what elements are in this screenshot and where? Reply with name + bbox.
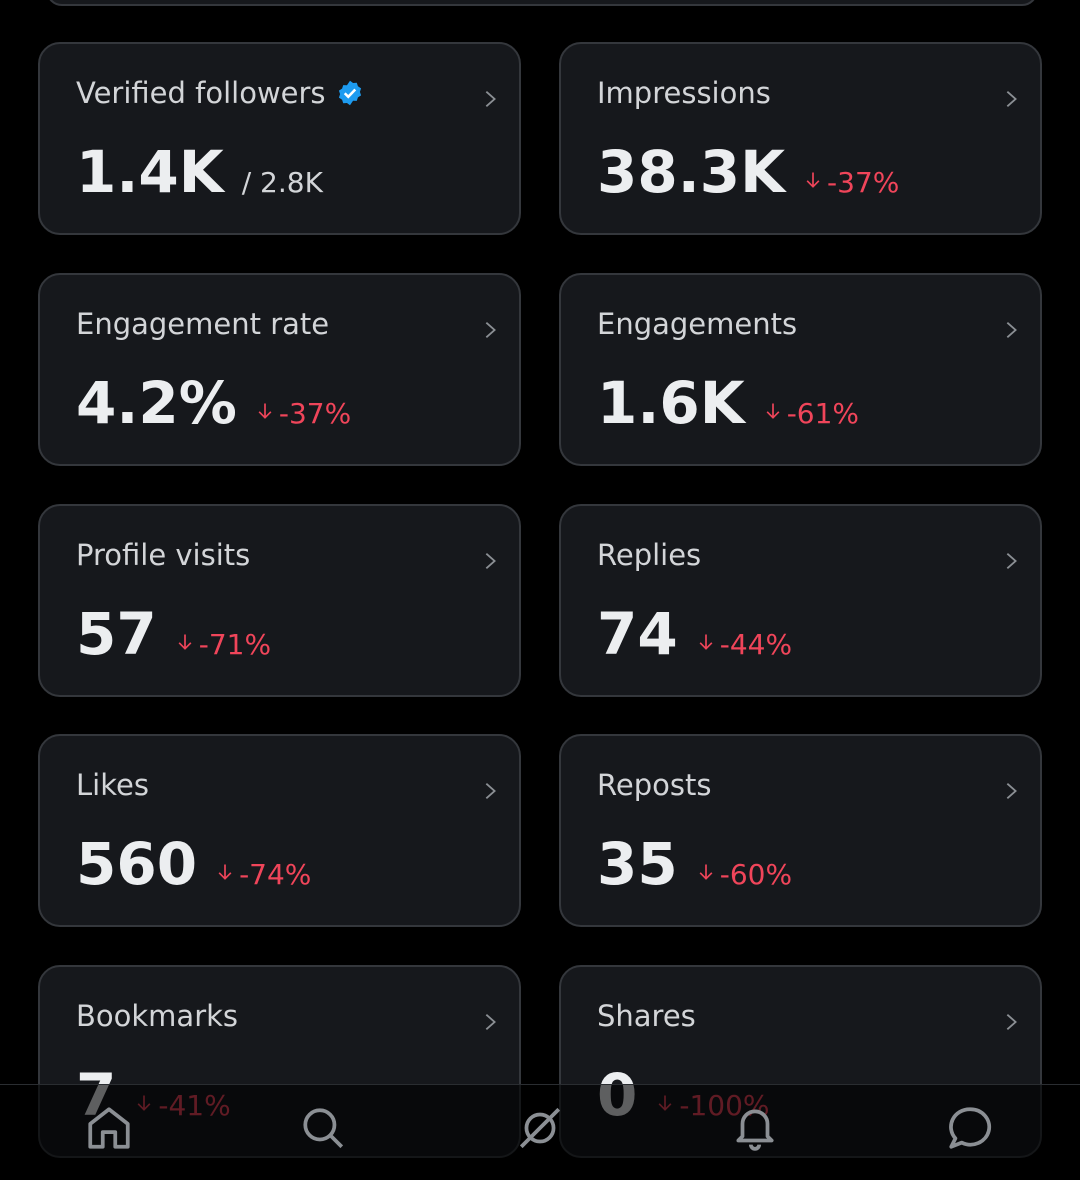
chevron (1006, 90, 1017, 108)
bottom-nav (0, 1084, 1080, 1180)
verified-badge (338, 80, 361, 106)
card-label-row: Engagement rate (76, 307, 329, 341)
metric-change: -60% (719, 858, 793, 892)
change-group: -71% (175, 628, 271, 661)
value-row: 57 -71% (76, 600, 271, 668)
metric-card[interactable]: Verified followers 1.4K / 2.8K (38, 42, 521, 235)
card-label-row: Impressions (597, 76, 771, 110)
value-row: 38.3K -37% (597, 138, 899, 206)
metric-value: 1.6K (597, 368, 745, 437)
chevron (485, 321, 496, 338)
change-group: -60% (696, 858, 792, 891)
change-group: -37% (803, 166, 899, 199)
chevron (485, 1013, 496, 1031)
chevron (1006, 783, 1017, 800)
card-label: Reposts (597, 768, 712, 803)
down-arrow (806, 172, 820, 188)
card-label-row: Profile visits (76, 538, 250, 572)
change-group: -37% (255, 397, 351, 430)
metric-value: 57 (76, 599, 157, 668)
metric-total: / 2.8K (241, 166, 323, 199)
chevron (1006, 1013, 1017, 1031)
metric-change: -61% (786, 396, 860, 430)
chevron (485, 90, 496, 108)
down-arrow (258, 403, 272, 419)
card-edge (46, 0, 1038, 6)
card-label: Verified followers (76, 76, 326, 110)
chevron (1006, 321, 1017, 338)
card-label-row: Reposts (597, 768, 711, 802)
card-label: Profile visits (76, 537, 251, 572)
metric-card[interactable]: Likes 560 -74% (38, 734, 521, 928)
metric-value: 74 (597, 599, 678, 668)
metric-value: 38.3K (597, 138, 786, 206)
card-label-row: Shares (597, 999, 696, 1033)
metric-change: -74% (239, 858, 312, 892)
card-label-row: Likes (76, 768, 149, 802)
card-label-row: Bookmarks (76, 999, 238, 1033)
chevron (485, 783, 496, 800)
change-group: -74% (215, 858, 311, 891)
metric-value: 560 (76, 830, 198, 899)
down-arrow (699, 864, 713, 881)
card-label-row: Verified followers (76, 76, 364, 110)
messages-icon[interactable] (945, 1103, 995, 1153)
card-label: Replies (597, 537, 702, 572)
chevron (485, 552, 496, 569)
metric-card[interactable]: Engagement rate 4.2% -37% (38, 272, 521, 466)
down-arrow (218, 864, 232, 881)
value-row: 1.6K -61% (597, 369, 859, 437)
down-arrow (766, 403, 780, 419)
value-row: 560 -74% (76, 830, 311, 898)
card-label-row: Replies (597, 538, 701, 572)
card-label: Impressions (597, 76, 771, 110)
metric-card[interactable]: Reposts 35 -60% (559, 734, 1042, 928)
value-row: 74 -44% (597, 600, 792, 668)
card-label: Engagements (597, 306, 798, 341)
card-label: Bookmarks (76, 999, 239, 1033)
card-label-row: Engagements (597, 307, 797, 341)
value-row: 1.4K / 2.8K (76, 138, 323, 206)
metric-change: -37% (278, 396, 352, 430)
notifications-icon[interactable] (730, 1103, 780, 1153)
metric-card[interactable]: Replies 74 -44% (559, 503, 1042, 697)
metric-change: -37% (827, 166, 900, 199)
change-group: -44% (696, 628, 792, 661)
metric-card[interactable]: Impressions 38.3K -37% (559, 42, 1042, 235)
card-label: Likes (76, 768, 149, 803)
metric-card[interactable]: Profile visits 57 -71% (38, 503, 521, 697)
metric-change: -71% (198, 627, 272, 661)
metric-value: 4.2% (76, 368, 237, 437)
card-label: Shares (597, 999, 696, 1033)
card-label: Engagement rate (76, 306, 330, 341)
metric-value: 1.4K (76, 138, 224, 206)
change-group: -61% (763, 397, 859, 430)
search-icon[interactable] (298, 1103, 348, 1153)
down-arrow (178, 634, 192, 650)
value-row: 35 -60% (597, 830, 792, 898)
metric-card[interactable]: Engagements 1.6K -61% (559, 272, 1042, 466)
chevron (1006, 552, 1017, 569)
metric-value: 35 (597, 830, 678, 899)
down-arrow (699, 634, 713, 650)
metric-change: -44% (719, 627, 793, 661)
value-row: 4.2% -37% (76, 369, 351, 437)
home-icon[interactable] (84, 1103, 134, 1153)
grok-icon[interactable] (515, 1103, 565, 1153)
